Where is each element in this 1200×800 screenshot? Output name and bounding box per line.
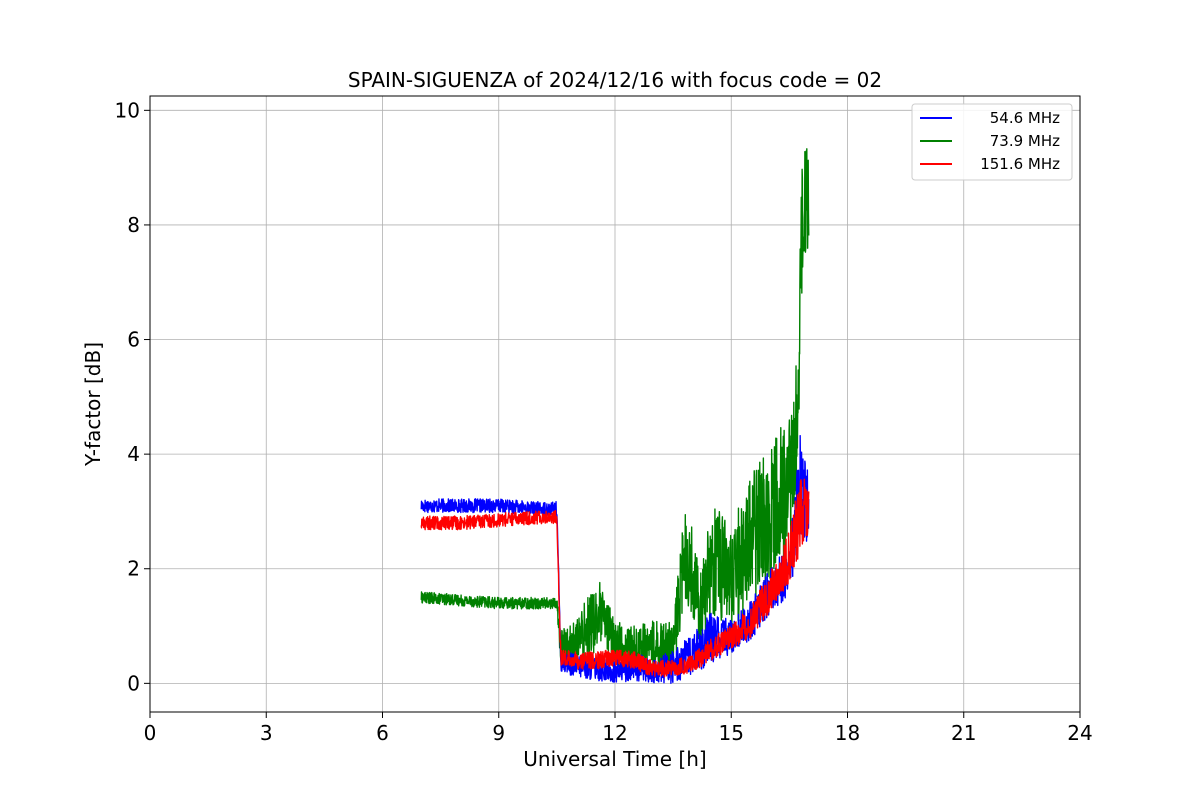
legend-label: 151.6 MHz bbox=[980, 155, 1060, 173]
x-tick-label: 24 bbox=[1067, 721, 1092, 745]
series-line bbox=[420, 148, 810, 675]
y-tick-label: 0 bbox=[127, 671, 140, 695]
x-tick-label: 6 bbox=[376, 721, 389, 745]
y-tick-label: 4 bbox=[127, 442, 140, 466]
x-tick-label: 12 bbox=[602, 721, 627, 745]
y-tick-label: 8 bbox=[127, 213, 140, 237]
legend-box bbox=[911, 103, 1073, 181]
series-line bbox=[420, 478, 810, 678]
y-tick-label: 6 bbox=[127, 328, 140, 352]
x-tick-label: 18 bbox=[835, 721, 860, 745]
x-tick-label: 21 bbox=[951, 721, 976, 745]
legend-label: 54.6 MHz bbox=[990, 109, 1060, 127]
legend-items: 54.6 MHz 73.9 MHz 151.6 MHz bbox=[920, 109, 1060, 173]
x-tick-label: 9 bbox=[492, 721, 505, 745]
legend: 54.6 MHz 73.9 MHz 151.6 MHz bbox=[911, 103, 1073, 181]
series-layer bbox=[420, 148, 810, 684]
y-tick-label: 2 bbox=[127, 557, 140, 581]
x-axis-label: Universal Time [h] bbox=[523, 747, 706, 771]
x-tick-label: 0 bbox=[144, 721, 157, 745]
x-tick-label: 15 bbox=[719, 721, 744, 745]
x-tick-label: 3 bbox=[260, 721, 273, 745]
legend-label: 73.9 MHz bbox=[990, 132, 1060, 150]
chart-title: SPAIN-SIGUENZA of 2024/12/16 with focus … bbox=[348, 68, 882, 92]
y-axis-label: Y-factor [dB] bbox=[81, 342, 105, 467]
y-tick-label: 10 bbox=[115, 98, 140, 122]
